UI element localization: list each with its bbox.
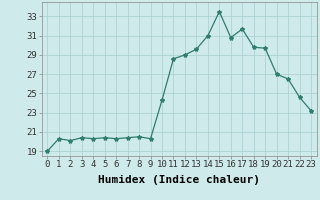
X-axis label: Humidex (Indice chaleur): Humidex (Indice chaleur) bbox=[98, 175, 260, 185]
